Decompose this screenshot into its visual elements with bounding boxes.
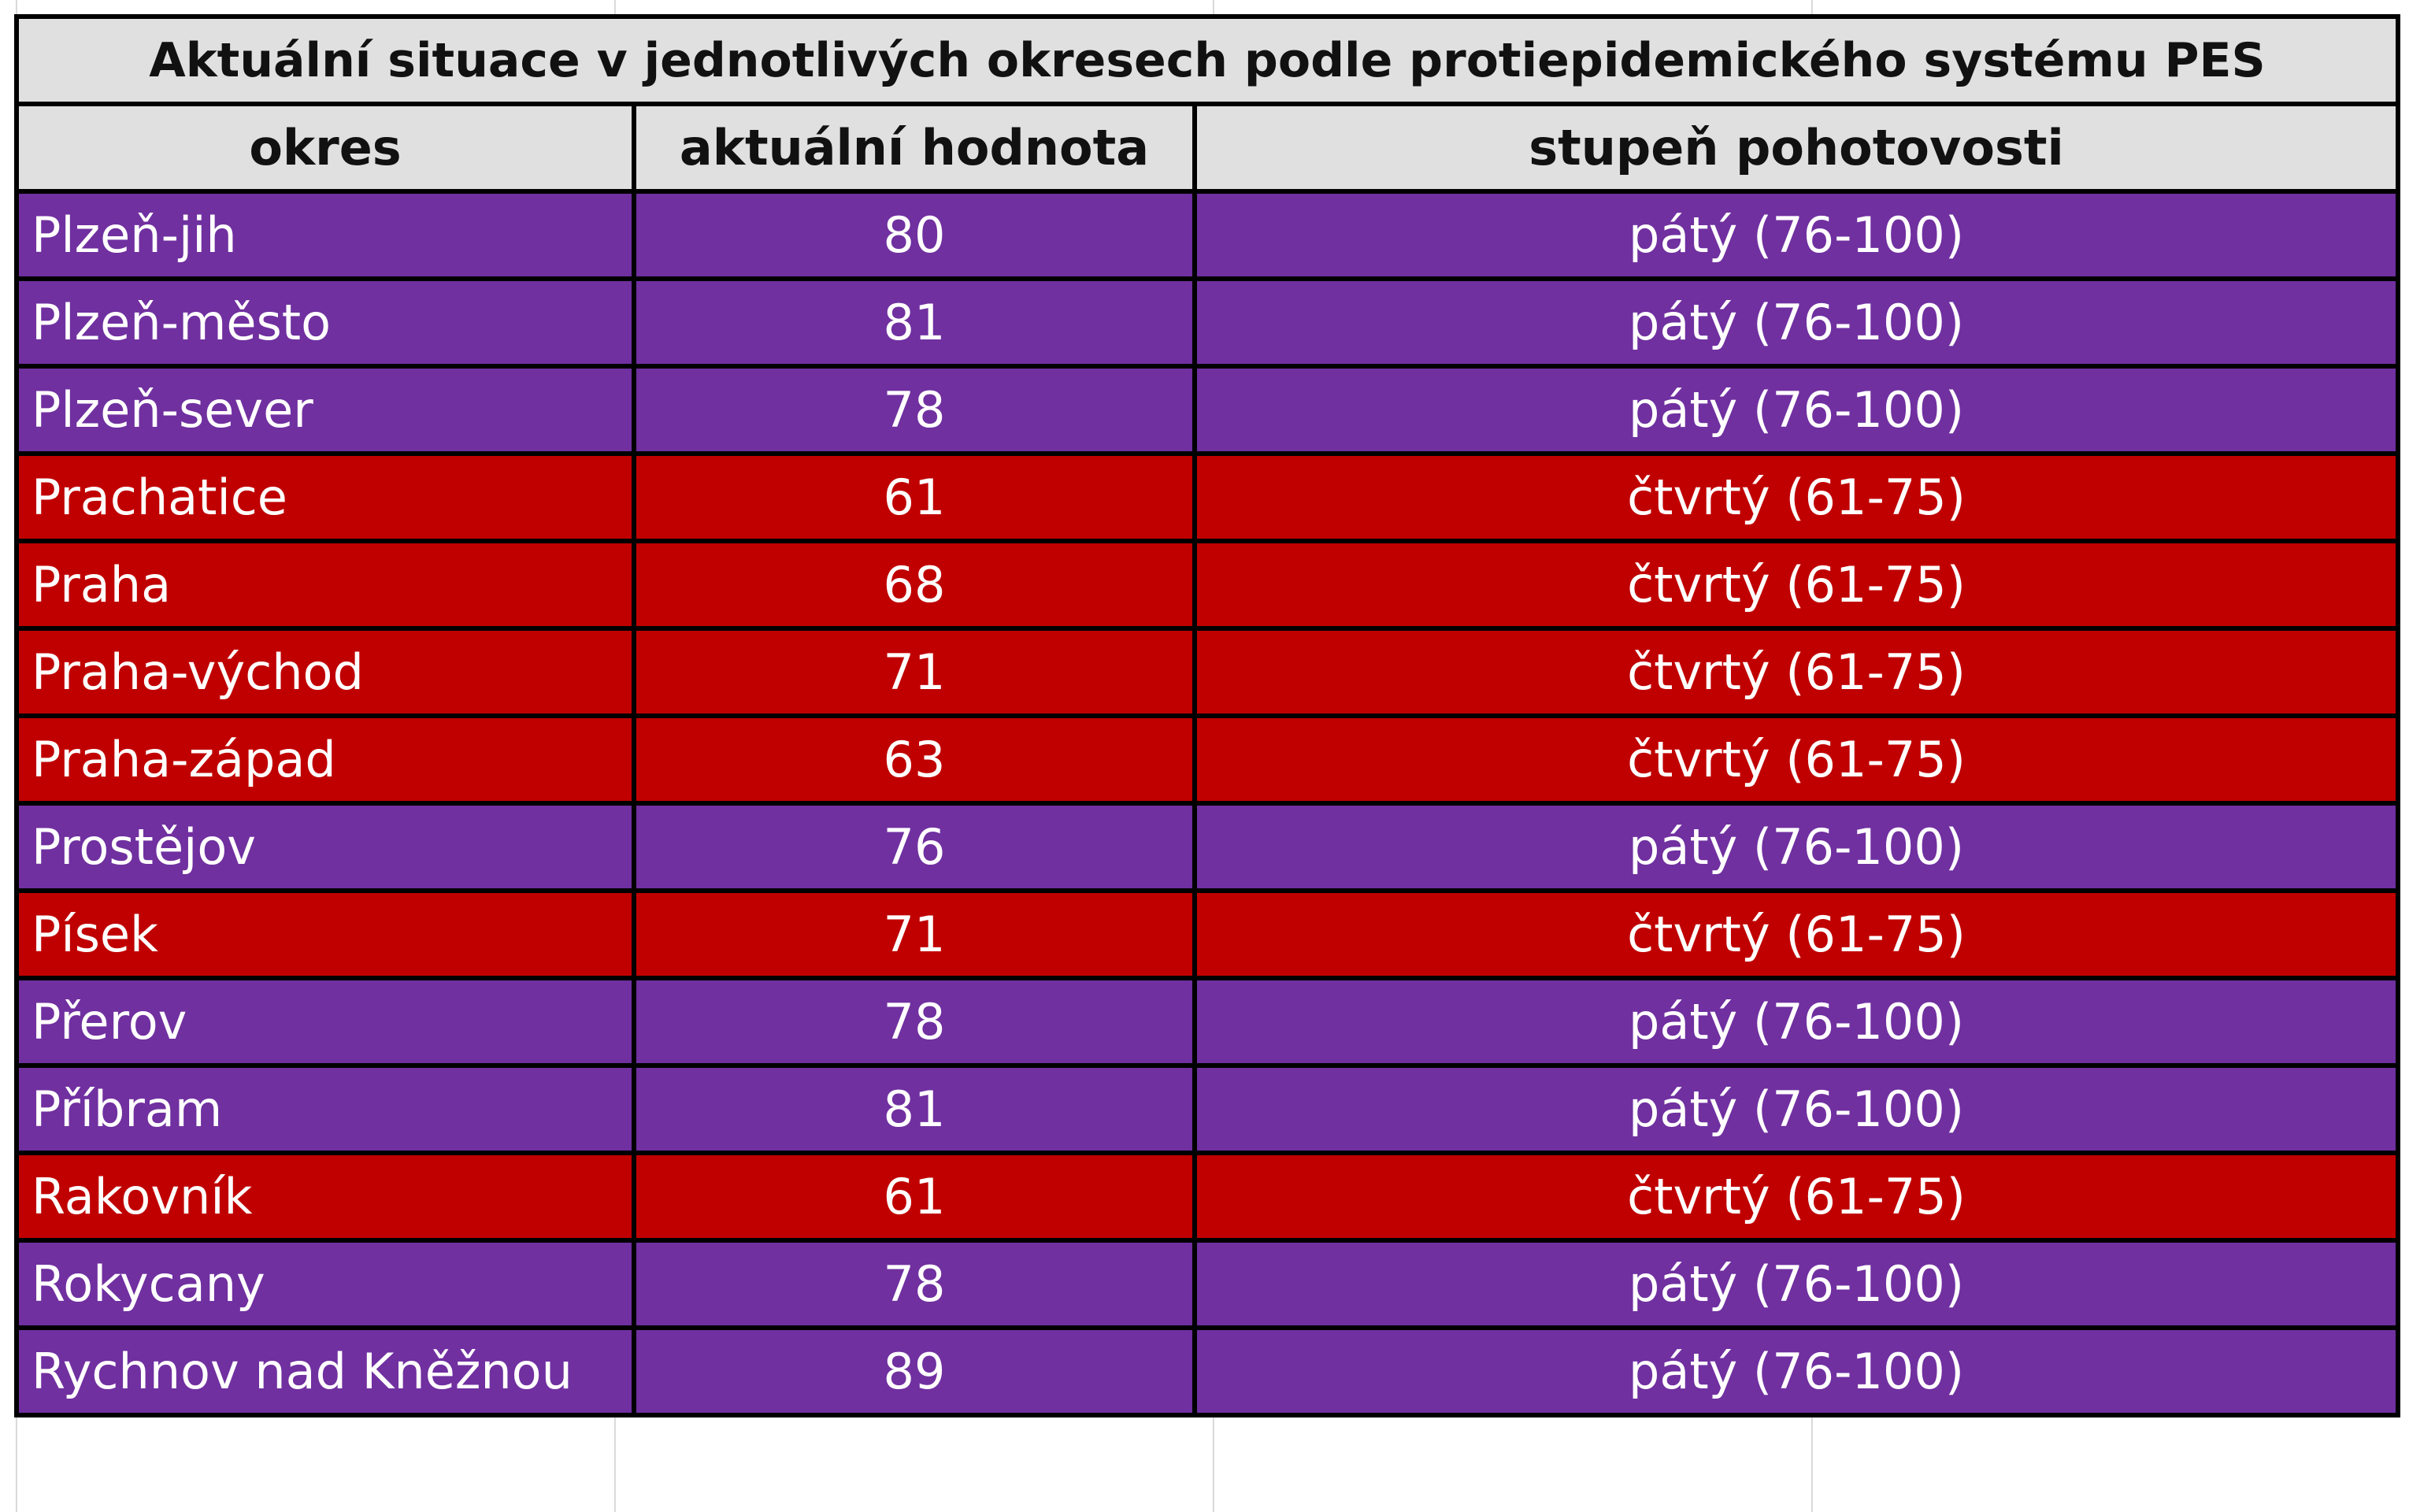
value-cell: 89 bbox=[632, 1325, 1197, 1418]
district-cell: Přerov bbox=[14, 976, 636, 1068]
district-cell: Příbram bbox=[14, 1063, 636, 1155]
district-cell: Písek bbox=[14, 888, 636, 980]
district-cell: Praha-západ bbox=[14, 713, 636, 806]
district-cell: Prachatice bbox=[14, 451, 636, 543]
district-cell: Plzeň-město bbox=[14, 276, 636, 369]
value-cell: 63 bbox=[632, 713, 1197, 806]
value-cell: 71 bbox=[632, 626, 1197, 718]
level-cell: pátý (76-100) bbox=[1192, 1063, 2400, 1155]
table-row: Prostějov 76 pátý (76-100) bbox=[14, 801, 2400, 893]
value-cell: 76 bbox=[632, 801, 1197, 893]
district-cell: Plzeň-sever bbox=[14, 364, 636, 456]
table-row: Prachatice 61 čtvrtý (61-75) bbox=[14, 451, 2400, 543]
level-cell: pátý (76-100) bbox=[1192, 276, 2400, 369]
table-row: Plzeň-sever 78 pátý (76-100) bbox=[14, 364, 2400, 456]
table-row: Písek 71 čtvrtý (61-75) bbox=[14, 888, 2400, 980]
table-title: Aktuální situace v jednotlivých okresech… bbox=[14, 14, 2400, 106]
table-row: Plzeň-jih 80 pátý (76-100) bbox=[14, 189, 2400, 281]
table-row: Příbram 81 pátý (76-100) bbox=[14, 1063, 2400, 1155]
level-cell: pátý (76-100) bbox=[1192, 1238, 2400, 1330]
value-cell: 78 bbox=[632, 364, 1197, 456]
district-cell: Rakovník bbox=[14, 1151, 636, 1243]
column-header: okres bbox=[14, 102, 636, 194]
table-row: Praha 68 čtvrtý (61-75) bbox=[14, 539, 2400, 631]
column-header: aktuální hodnota bbox=[632, 102, 1197, 194]
district-cell: Prostějov bbox=[14, 801, 636, 893]
level-cell: čtvrtý (61-75) bbox=[1192, 1151, 2400, 1243]
level-cell: pátý (76-100) bbox=[1192, 801, 2400, 893]
table-row: Přerov 78 pátý (76-100) bbox=[14, 976, 2400, 1068]
value-cell: 78 bbox=[632, 976, 1197, 1068]
level-cell: čtvrtý (61-75) bbox=[1192, 713, 2400, 806]
value-cell: 81 bbox=[632, 276, 1197, 369]
level-cell: čtvrtý (61-75) bbox=[1192, 888, 2400, 980]
table-row: Plzeň-město 81 pátý (76-100) bbox=[14, 276, 2400, 369]
level-cell: pátý (76-100) bbox=[1192, 364, 2400, 456]
level-cell: čtvrtý (61-75) bbox=[1192, 539, 2400, 631]
table-body: Plzeň-jih 80 pátý (76-100) Plzeň-město 81 pát… bbox=[14, 189, 2400, 1418]
table-row: Praha-východ 71 čtvrtý (61-75) bbox=[14, 626, 2400, 718]
district-cell: Rychnov nad Kněžnou bbox=[14, 1325, 636, 1418]
level-cell: čtvrtý (61-75) bbox=[1192, 626, 2400, 718]
level-cell: pátý (76-100) bbox=[1192, 189, 2400, 281]
pes-table: Aktuální situace v jednotlivých okresech… bbox=[14, 14, 2400, 1418]
district-cell: Plzeň-jih bbox=[14, 189, 636, 281]
value-cell: 80 bbox=[632, 189, 1197, 281]
value-cell: 61 bbox=[632, 451, 1197, 543]
table-row: Rakovník 61 čtvrtý (61-75) bbox=[14, 1151, 2400, 1243]
table-row: Rokycany 78 pátý (76-100) bbox=[14, 1238, 2400, 1330]
value-cell: 68 bbox=[632, 539, 1197, 631]
district-cell: Rokycany bbox=[14, 1238, 636, 1330]
level-cell: pátý (76-100) bbox=[1192, 1325, 2400, 1418]
value-cell: 81 bbox=[632, 1063, 1197, 1155]
title-row: Aktuální situace v jednotlivých okresech… bbox=[14, 14, 2400, 106]
table-row: Rychnov nad Kněžnou 89 pátý (76-100) bbox=[14, 1325, 2400, 1418]
value-cell: 61 bbox=[632, 1151, 1197, 1243]
level-cell: čtvrtý (61-75) bbox=[1192, 451, 2400, 543]
column-header: stupeň pohotovosti bbox=[1192, 102, 2400, 194]
district-cell: Praha-východ bbox=[14, 626, 636, 718]
table-row: Praha-západ 63 čtvrtý (61-75) bbox=[14, 713, 2400, 806]
value-cell: 71 bbox=[632, 888, 1197, 980]
level-cell: pátý (76-100) bbox=[1192, 976, 2400, 1068]
value-cell: 78 bbox=[632, 1238, 1197, 1330]
district-cell: Praha bbox=[14, 539, 636, 631]
header-row: okres aktuální hodnota stupeň pohotovost… bbox=[14, 102, 2400, 194]
